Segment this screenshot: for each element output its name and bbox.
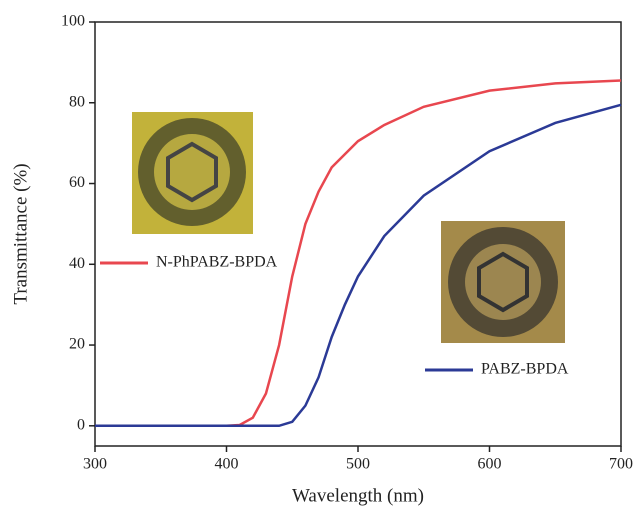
data-line	[95, 103, 622, 428]
x-tick-label: 700	[609, 456, 633, 473]
x-tick-label: 400	[215, 456, 239, 473]
y-tick-label: 40	[69, 255, 85, 272]
x-tick-label: 300	[83, 456, 107, 473]
data-line	[95, 79, 622, 428]
x-tick-label: 500	[346, 456, 370, 473]
legend-label: N-PhPABZ-BPDA	[156, 254, 278, 271]
legend-label: PABZ-BPDA	[481, 361, 569, 378]
y-tick-label: 0	[77, 416, 85, 433]
y-tick-label: 100	[61, 13, 85, 30]
x-axis-title: Wavelength (nm)	[292, 485, 424, 506]
sample-photo	[132, 112, 253, 234]
x-tick-label: 600	[478, 456, 502, 473]
y-tick-label: 60	[69, 174, 85, 191]
y-axis-title: Transmittance (%)	[10, 163, 31, 304]
y-tick-label: 20	[69, 336, 85, 353]
sample-photo	[441, 221, 565, 343]
y-tick-label: 80	[69, 93, 85, 110]
